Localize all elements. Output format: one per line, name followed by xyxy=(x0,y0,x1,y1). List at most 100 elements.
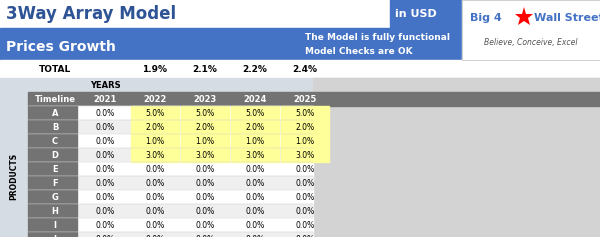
Text: Big 4: Big 4 xyxy=(470,13,502,23)
Text: 1.9%: 1.9% xyxy=(143,64,167,73)
Bar xyxy=(313,78,600,237)
Bar xyxy=(28,120,77,134)
Bar xyxy=(28,134,313,148)
Text: 2025: 2025 xyxy=(293,95,317,104)
Text: 2024: 2024 xyxy=(244,95,266,104)
Bar xyxy=(281,148,329,162)
Text: 0.0%: 0.0% xyxy=(245,164,265,173)
Text: 2.4%: 2.4% xyxy=(293,64,317,73)
Bar xyxy=(281,134,329,148)
Text: 0.0%: 0.0% xyxy=(295,192,314,201)
Text: 0.0%: 0.0% xyxy=(95,178,115,187)
Text: Timeline: Timeline xyxy=(35,95,76,104)
Text: 0.0%: 0.0% xyxy=(95,150,115,160)
Bar xyxy=(28,148,77,162)
Text: 0.0%: 0.0% xyxy=(196,220,215,229)
Text: 0.0%: 0.0% xyxy=(196,234,215,237)
Text: The Model is fully functional: The Model is fully functional xyxy=(305,32,450,41)
Text: 0.0%: 0.0% xyxy=(145,164,164,173)
Bar xyxy=(28,134,77,148)
Text: 0.0%: 0.0% xyxy=(145,192,164,201)
Text: 0.0%: 0.0% xyxy=(95,137,115,146)
Bar xyxy=(131,120,179,134)
Text: 0.0%: 0.0% xyxy=(95,234,115,237)
Text: PRODUCTS: PRODUCTS xyxy=(10,152,19,200)
Text: 0.0%: 0.0% xyxy=(95,192,115,201)
Text: 2.0%: 2.0% xyxy=(295,123,314,132)
Bar xyxy=(28,190,77,204)
Text: 0.0%: 0.0% xyxy=(245,178,265,187)
Text: 3.0%: 3.0% xyxy=(145,150,164,160)
Bar xyxy=(0,28,462,60)
Text: C: C xyxy=(52,137,58,146)
Bar xyxy=(28,204,313,218)
Bar xyxy=(28,92,313,106)
Text: B: B xyxy=(52,123,58,132)
Text: 1.0%: 1.0% xyxy=(245,137,265,146)
Text: 1.0%: 1.0% xyxy=(196,137,215,146)
Text: E: E xyxy=(52,164,58,173)
Bar xyxy=(281,106,329,120)
Bar xyxy=(131,106,179,120)
Text: H: H xyxy=(52,206,58,215)
Bar xyxy=(181,120,229,134)
Bar xyxy=(231,106,279,120)
Text: 1.0%: 1.0% xyxy=(295,137,314,146)
Bar xyxy=(28,190,313,204)
Text: 3.0%: 3.0% xyxy=(245,150,265,160)
Text: 0.0%: 0.0% xyxy=(295,206,314,215)
Bar xyxy=(28,232,313,237)
Bar xyxy=(28,204,77,218)
Text: 2.0%: 2.0% xyxy=(196,123,215,132)
Text: A: A xyxy=(52,109,58,118)
Text: 5.0%: 5.0% xyxy=(196,109,215,118)
Bar xyxy=(462,0,600,60)
Bar xyxy=(0,92,28,237)
Text: G: G xyxy=(52,192,58,201)
Text: Prices Growth: Prices Growth xyxy=(6,40,116,54)
Bar xyxy=(28,148,313,162)
Text: 5.0%: 5.0% xyxy=(145,109,164,118)
Bar xyxy=(28,162,313,176)
Bar xyxy=(28,176,313,190)
Bar xyxy=(281,120,329,134)
Bar xyxy=(231,120,279,134)
Text: 0.0%: 0.0% xyxy=(145,234,164,237)
Text: TOTAL: TOTAL xyxy=(39,64,71,73)
Text: 0.0%: 0.0% xyxy=(145,206,164,215)
Bar xyxy=(462,0,600,60)
Bar xyxy=(28,120,313,134)
Bar xyxy=(28,106,77,120)
Text: 2.2%: 2.2% xyxy=(242,64,268,73)
Text: YEARS: YEARS xyxy=(89,81,121,90)
Text: 0.0%: 0.0% xyxy=(196,192,215,201)
Bar xyxy=(131,148,179,162)
Text: 0.0%: 0.0% xyxy=(295,164,314,173)
Text: 2023: 2023 xyxy=(193,95,217,104)
Bar xyxy=(28,218,313,232)
Text: 0.0%: 0.0% xyxy=(196,206,215,215)
Text: 0.0%: 0.0% xyxy=(145,178,164,187)
Bar xyxy=(131,134,179,148)
Text: 5.0%: 5.0% xyxy=(295,109,314,118)
Text: 5.0%: 5.0% xyxy=(245,109,265,118)
Bar xyxy=(28,232,77,237)
Bar xyxy=(28,176,77,190)
Bar xyxy=(231,148,279,162)
Text: F: F xyxy=(52,178,58,187)
Text: 0.0%: 0.0% xyxy=(95,164,115,173)
Bar xyxy=(28,162,77,176)
Text: Model Checks are OK: Model Checks are OK xyxy=(305,46,413,55)
Bar xyxy=(181,148,229,162)
Text: 3.0%: 3.0% xyxy=(295,150,314,160)
Bar xyxy=(313,92,600,106)
Text: 0.0%: 0.0% xyxy=(196,178,215,187)
Text: 2.1%: 2.1% xyxy=(193,64,217,73)
Text: 2.0%: 2.0% xyxy=(245,123,265,132)
Text: in USD: in USD xyxy=(395,9,437,19)
Text: 0.0%: 0.0% xyxy=(95,109,115,118)
Bar xyxy=(181,134,229,148)
Bar xyxy=(28,106,313,120)
Text: 0.0%: 0.0% xyxy=(245,234,265,237)
Text: 0.0%: 0.0% xyxy=(295,234,314,237)
